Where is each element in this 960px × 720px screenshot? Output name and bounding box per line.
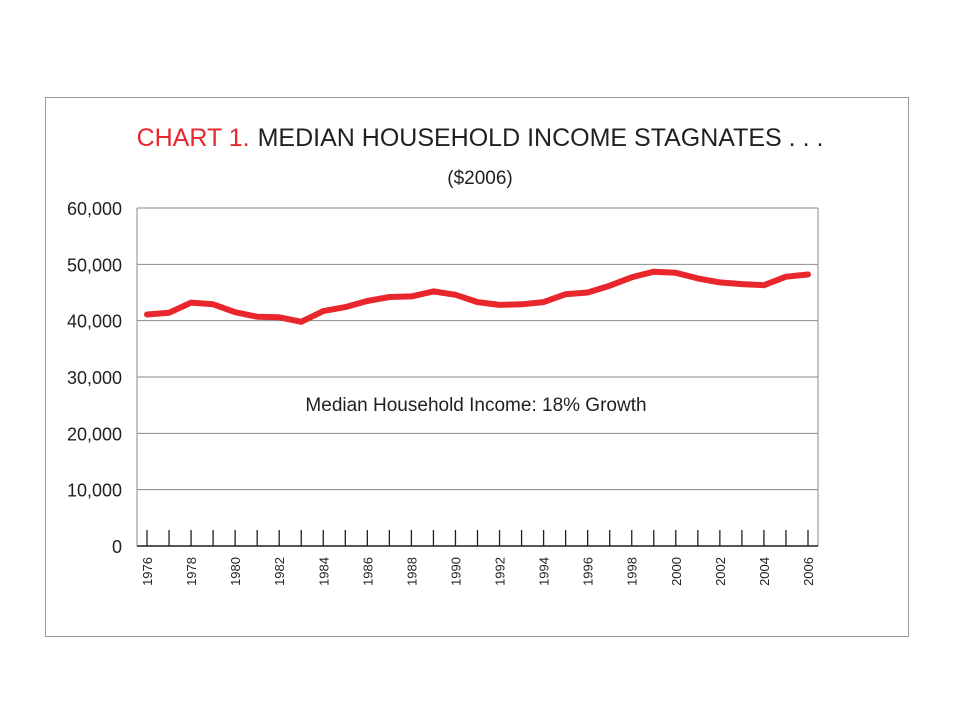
x-tick-label: 1990 [448,557,463,586]
data-point [741,283,743,285]
chart-subtitle: ($2006) [447,168,513,189]
y-tick-label: 60,000 [67,199,122,219]
data-point [719,281,721,283]
data-point [322,310,324,312]
x-tick-label: 2006 [801,557,816,586]
data-point [388,296,390,298]
y-tick-label: 50,000 [67,255,122,275]
data-point [278,316,280,318]
x-tick-label: 2000 [669,557,684,586]
data-point [631,276,633,278]
data-point [675,272,677,274]
data-point [432,290,434,292]
x-tick-label: 1984 [316,557,331,586]
data-point [763,284,765,286]
x-tick-label: 1998 [625,557,640,586]
data-point [499,304,501,306]
data-point [344,306,346,308]
x-tick-label: 1996 [581,557,596,586]
x-tick-label: 1982 [272,557,287,586]
y-tick-label: 30,000 [67,368,122,388]
data-point [609,285,611,287]
data-point [168,312,170,314]
x-tick-label: 1986 [360,557,375,586]
x-tick-label: 1978 [184,557,199,586]
data-point [454,294,456,296]
chart-frame [45,97,909,637]
x-tick-label: 2004 [757,557,772,586]
data-point [146,313,148,315]
x-axis: 1976 1978 1980 1982 1984 1986 1988 1990 1992 1994… [140,530,816,586]
y-axis-labels: 0 10,000 20,000 30,000 40,000 50,000 60,000 [67,199,122,557]
x-tick-label: 1992 [493,557,508,586]
chart-title: CHART 1. MEDIAN HOUSEHOLD INCOME STAGNATE… [137,124,824,152]
y-tick-label: 40,000 [67,312,122,332]
data-point [807,273,809,275]
gridlines [136,207,819,547]
y-tick-label: 20,000 [67,424,122,444]
data-point [234,311,236,313]
data-point [565,293,567,295]
chart-title-prefix: CHART 1. [137,124,250,152]
data-point [653,271,655,273]
series-layer [144,268,811,325]
x-tick-label: 1988 [404,557,419,586]
data-point [190,302,192,304]
data-point [410,295,412,297]
data-point [300,321,302,323]
data-point [587,292,589,293]
x-tick-label: 1980 [228,557,243,586]
series-line [144,268,811,325]
x-tick-label: 1994 [537,557,552,586]
data-point [521,303,523,305]
chart-annotation: Median Household Income: 18% Growth [305,395,646,416]
data-point [256,316,258,318]
y-tick-label: 10,000 [67,481,122,501]
x-tick-label: 1976 [140,557,155,586]
data-point [543,301,545,303]
x-tick-label: 2002 [713,557,728,586]
data-point [785,276,787,278]
data-point [477,301,478,303]
y-tick-label: 0 [112,537,122,557]
chart-title-main: MEDIAN HOUSEHOLD INCOME STAGNATES . . . [258,124,824,152]
data-point [212,303,214,305]
data-point [697,277,699,279]
data-point [366,300,368,302]
